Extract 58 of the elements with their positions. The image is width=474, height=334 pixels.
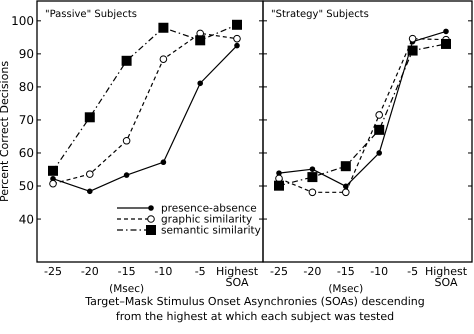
point bbox=[408, 34, 416, 42]
legend-label: semantic similarity bbox=[161, 224, 261, 237]
point bbox=[48, 166, 58, 176]
point bbox=[86, 170, 94, 178]
point bbox=[87, 188, 93, 194]
x-axis-title: Target–Mask Stimulus Onset Asynchronies (SOAs) descending from the highest at which each subject was tested bbox=[84, 295, 425, 323]
point bbox=[408, 46, 418, 56]
x-tick-label: -15 bbox=[118, 265, 136, 278]
y-tick-label: 60 bbox=[18, 146, 34, 160]
x-tick-label: -20 bbox=[80, 265, 99, 278]
point bbox=[274, 180, 284, 191]
x-tick-label: -25 bbox=[44, 265, 62, 278]
x-tick-label: -20 bbox=[303, 265, 322, 278]
y-tick-label: 50 bbox=[18, 179, 34, 194]
x-tick-label: Highest SOA bbox=[216, 265, 259, 289]
point bbox=[160, 55, 168, 63]
x-tick-label: Highest SOA bbox=[424, 265, 468, 289]
text: (Msec) bbox=[328, 283, 364, 295]
x-tick-label: -5 bbox=[407, 265, 418, 278]
point bbox=[343, 184, 349, 190]
point bbox=[84, 112, 95, 122]
point bbox=[308, 188, 316, 196]
x-tick-label: -10 bbox=[370, 265, 388, 278]
y-tick-label: 40 bbox=[18, 212, 34, 226]
x-tick-label: -25 bbox=[270, 265, 288, 278]
legend-label: presence-absence bbox=[161, 202, 257, 215]
x-tick-label: -10 bbox=[154, 265, 172, 278]
text: "Strategy" Subjects bbox=[271, 9, 369, 20]
y-tick-label: 90 bbox=[18, 47, 34, 62]
point bbox=[158, 22, 168, 33]
point bbox=[122, 56, 132, 66]
y-tick-label: 100 bbox=[11, 14, 34, 28]
x-tick-label: -15 bbox=[336, 265, 355, 278]
text: (Msec) bbox=[109, 283, 144, 295]
point bbox=[234, 42, 240, 48]
point bbox=[376, 150, 382, 156]
y-axis-title: Percent Correct Decisions bbox=[0, 60, 11, 202]
point bbox=[310, 166, 316, 172]
point bbox=[342, 188, 350, 196]
y-tick-label: 70 bbox=[18, 113, 34, 128]
x-tick-label: -5 bbox=[194, 265, 206, 278]
point bbox=[232, 20, 242, 30]
point bbox=[340, 161, 351, 172]
y-tick-label: 80 bbox=[18, 80, 34, 94]
legend-label: graphic similarity bbox=[161, 214, 252, 226]
point bbox=[124, 172, 130, 178]
text: "Passive" Subjects bbox=[45, 9, 137, 20]
point bbox=[307, 172, 318, 182]
point bbox=[233, 34, 241, 42]
point bbox=[160, 159, 166, 166]
point bbox=[49, 180, 57, 188]
point bbox=[443, 28, 449, 34]
point bbox=[195, 35, 206, 46]
point bbox=[122, 136, 130, 145]
point bbox=[375, 111, 383, 119]
point bbox=[374, 124, 384, 135]
point bbox=[197, 80, 203, 86]
point bbox=[441, 38, 451, 49]
